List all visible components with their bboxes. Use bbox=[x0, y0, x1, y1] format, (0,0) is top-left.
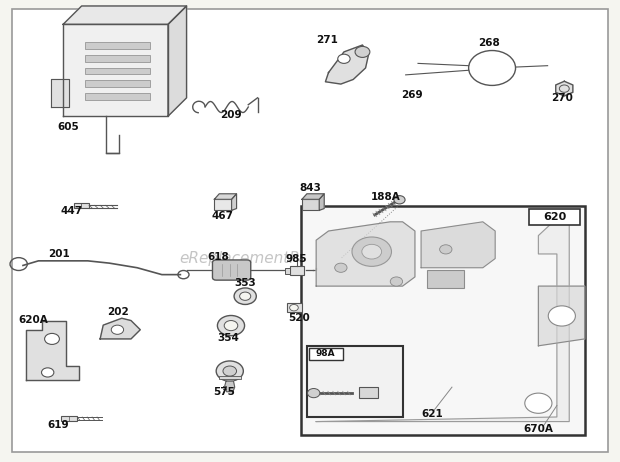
Polygon shape bbox=[232, 194, 237, 210]
Text: 843: 843 bbox=[299, 183, 321, 193]
Bar bbox=[74, 202, 89, 208]
Text: 209: 209 bbox=[221, 110, 242, 121]
Bar bbox=[285, 268, 290, 274]
Circle shape bbox=[548, 306, 575, 326]
Bar bbox=[290, 266, 304, 275]
Polygon shape bbox=[302, 194, 324, 199]
Bar bbox=[427, 270, 464, 288]
Circle shape bbox=[223, 366, 237, 376]
Circle shape bbox=[224, 321, 238, 331]
FancyBboxPatch shape bbox=[213, 260, 250, 280]
Polygon shape bbox=[538, 286, 585, 346]
Circle shape bbox=[335, 263, 347, 272]
Text: 202: 202 bbox=[107, 307, 130, 316]
Polygon shape bbox=[26, 321, 79, 380]
Polygon shape bbox=[421, 222, 495, 268]
Circle shape bbox=[308, 389, 320, 398]
Text: 618: 618 bbox=[207, 252, 229, 262]
Text: 447: 447 bbox=[60, 206, 82, 216]
Circle shape bbox=[440, 245, 452, 254]
Text: 269: 269 bbox=[401, 90, 422, 100]
Circle shape bbox=[111, 325, 123, 334]
Circle shape bbox=[525, 393, 552, 413]
Polygon shape bbox=[100, 318, 140, 339]
Polygon shape bbox=[556, 81, 573, 96]
Text: 98A: 98A bbox=[316, 349, 335, 359]
Text: 985: 985 bbox=[285, 254, 307, 264]
Bar bbox=[529, 209, 580, 225]
Text: 575: 575 bbox=[213, 388, 235, 397]
Polygon shape bbox=[63, 6, 187, 24]
Bar bbox=[85, 42, 149, 49]
Circle shape bbox=[352, 237, 391, 267]
Bar bbox=[302, 199, 319, 210]
Circle shape bbox=[355, 46, 370, 57]
Polygon shape bbox=[63, 24, 168, 116]
Circle shape bbox=[218, 316, 244, 336]
Bar bbox=[61, 416, 78, 421]
Text: 670A: 670A bbox=[523, 424, 553, 434]
Text: 467: 467 bbox=[211, 211, 233, 220]
Bar bbox=[215, 199, 232, 210]
Polygon shape bbox=[326, 45, 369, 84]
Text: 620: 620 bbox=[542, 212, 566, 222]
Text: 605: 605 bbox=[57, 122, 79, 132]
Bar bbox=[219, 376, 241, 379]
Text: 271: 271 bbox=[316, 35, 338, 45]
Bar bbox=[309, 348, 343, 359]
Text: 621: 621 bbox=[421, 409, 443, 419]
Polygon shape bbox=[316, 222, 415, 286]
Bar bbox=[286, 303, 302, 312]
Bar bbox=[85, 67, 149, 74]
Polygon shape bbox=[51, 79, 69, 107]
Circle shape bbox=[390, 277, 402, 286]
Polygon shape bbox=[168, 6, 187, 116]
Bar bbox=[301, 206, 585, 435]
Circle shape bbox=[362, 244, 381, 259]
Circle shape bbox=[45, 334, 60, 345]
Polygon shape bbox=[319, 194, 324, 210]
Bar bbox=[85, 80, 149, 87]
Circle shape bbox=[234, 288, 256, 304]
Text: 353: 353 bbox=[234, 278, 256, 288]
Circle shape bbox=[394, 195, 405, 204]
Bar bbox=[85, 55, 149, 61]
Polygon shape bbox=[215, 194, 237, 199]
Text: 619: 619 bbox=[48, 420, 69, 431]
Circle shape bbox=[290, 304, 298, 311]
Polygon shape bbox=[316, 224, 569, 422]
Bar bbox=[85, 93, 149, 100]
Text: 201: 201 bbox=[48, 249, 69, 259]
Text: 354: 354 bbox=[218, 333, 239, 343]
Text: 268: 268 bbox=[479, 38, 500, 48]
Text: 270: 270 bbox=[551, 92, 573, 103]
Bar bbox=[307, 346, 402, 417]
Text: 188A: 188A bbox=[371, 192, 401, 202]
Circle shape bbox=[216, 361, 243, 381]
Text: 520: 520 bbox=[288, 313, 309, 322]
Text: eReplacementParts.com: eReplacementParts.com bbox=[180, 251, 366, 266]
Circle shape bbox=[240, 292, 250, 300]
Circle shape bbox=[338, 54, 350, 63]
Circle shape bbox=[42, 368, 54, 377]
Polygon shape bbox=[225, 381, 235, 392]
Text: 620A: 620A bbox=[18, 315, 48, 325]
Bar bbox=[360, 387, 378, 398]
